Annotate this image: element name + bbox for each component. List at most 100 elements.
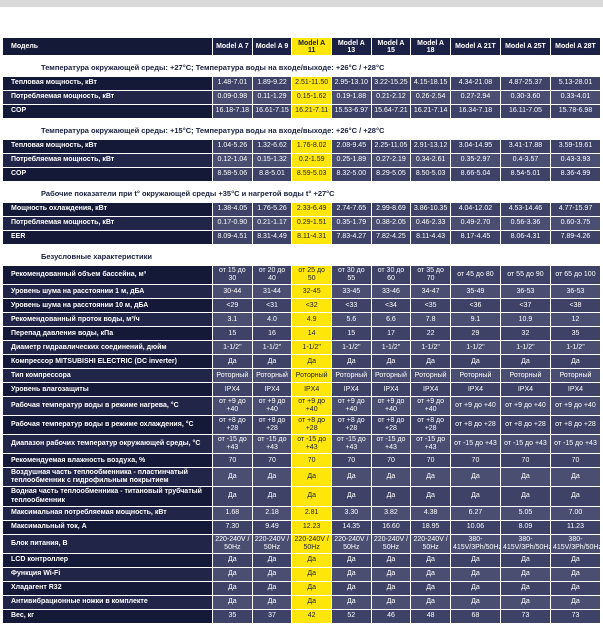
column-header: Model A 18 [411,38,450,55]
spec-value-cell: 22 [411,327,450,341]
spec-value-cell: IPX4 [252,383,292,397]
spec-value-cell: 6.27 [450,506,500,520]
column-header: Model A 7 [213,38,252,55]
spec-value-cell: 70 [411,454,450,468]
spec-value-cell: 0.4-3.57 [500,154,550,167]
spec-value-cell: Да [252,487,292,506]
spec-value-cell: Да [213,468,252,487]
spec-value-cell: 380-415V/3Ph/50Hz [450,534,500,553]
table-row: Рекомендованный проток воды, м³/ч 3.1 4.0 4… [3,313,600,327]
header-row: Модель Model A 7 Model A 9 Model A 11 Model … [3,38,600,55]
column-header: Model A 9 [252,38,292,55]
spec-value-cell-highlighted: Да [292,595,331,609]
spec-value-cell: Да [450,355,500,369]
table-row: Перепад давления воды, кПа 15 16 14 15 17 22 29… [3,327,600,341]
spec-value-cell: <38 [550,299,600,313]
spec-value-cell: <35 [411,299,450,313]
spec-value-cell: 4.0 [252,313,292,327]
table-row: Потребляемая мощность, кВт 0.17-0.90 0.21-… [3,217,600,230]
spec-value-cell: 16.61-7.15 [252,105,292,118]
row-label: Хладагент R32 [3,581,213,595]
spec-value-cell: 1.68 [213,506,252,520]
spec-value-cell: от -15 до +43 [331,435,371,454]
spec-value-cell: Да [213,355,252,369]
spec-value-cell: 16.21-7.14 [411,105,450,118]
spec-value-cell: Да [331,468,371,487]
spec-value-cell: 2.91-13.12 [411,140,450,153]
spec-value-cell: Да [450,468,500,487]
table-row: Рекомендуемая влажность воздуха, % 70 70 70… [3,454,600,468]
spec-value-cell-highlighted: 1.76-8.02 [292,140,331,153]
table-row: Функция Wi-Fi Да Да Да Да Да Да Да Да Да [3,567,600,581]
spec-value-cell: 35-49 [450,285,500,299]
spec-value-cell: Да [252,595,292,609]
spec-value-cell: Да [213,595,252,609]
spec-value-cell: 3.59-19.61 [550,140,600,153]
row-label: Рабочая температур воды в режиме охлажде… [3,416,213,435]
spec-value-cell-highlighted: 2.81 [292,506,331,520]
spec-value-cell: 8.54-5.01 [500,168,550,181]
spec-value-cell: 0.43-3.93 [550,154,600,167]
table-row: Максимальный ток, А 7.30 9.49 12.23 14.35 16.… [3,520,600,534]
table-body: Температура окружающей среды: +27°С; Тем… [3,56,600,623]
table-row: Рекомендованный объем бассейна, м³ от 15 … [3,266,600,285]
spec-value-cell: 8.31-4.49 [252,231,292,244]
spec-value-cell: 0.21-2.12 [371,91,411,104]
spec-value-cell: Да [213,553,252,567]
spec-value-cell: Да [331,595,371,609]
spec-value-cell: 0.27-2.19 [371,154,411,167]
spec-value-cell: от 55 до 90 [500,266,550,285]
spec-value-cell: Да [450,487,500,506]
spec-value-cell: <36 [450,299,500,313]
spec-value-cell: 2.74-7.65 [331,203,371,216]
spec-value-cell: от +9 до +40 [331,397,371,416]
spec-value-cell-highlighted: 8.59-5.03 [292,168,331,181]
spec-value-cell: Да [411,468,450,487]
spec-value-cell: 4.15-18.15 [411,77,450,90]
row-label: Рекомендуемая влажность воздуха, % [3,454,213,468]
spec-value-cell: от 65 до 100 [550,266,600,285]
spec-value-cell: 0.49-2.70 [450,217,500,230]
row-label: Потребляемая мощность, кВт [3,217,213,230]
spec-value-cell-highlighted: 220-240V / 50Hz [292,534,331,553]
spec-value-cell: 36-53 [500,285,550,299]
spec-value-cell: от +9 до +40 [500,397,550,416]
spec-value-cell-highlighted: от +8 до +28 [292,416,331,435]
spec-value-cell: 7.30 [213,520,252,534]
spec-value-cell: Да [252,468,292,487]
spec-value-cell: 1-1/2" [450,341,500,355]
row-label: Потребляемая мощность, кВт [3,91,213,104]
spec-value-cell: 8.66-5.04 [450,168,500,181]
spec-value-cell: от -15 до +43 [450,435,500,454]
spec-value-cell: 70 [252,454,292,468]
spec-value-cell-highlighted: 32-45 [292,285,331,299]
spec-value-cell-highlighted: IPX4 [292,383,331,397]
spec-value-cell: 8.8-5.01 [252,168,292,181]
row-label: Блок питания, В [3,534,213,553]
spec-value-cell: 46 [371,609,411,623]
section-title-row: Рабочие показатели при t° окружающей сре… [3,182,600,202]
spec-value-cell: 0.25-1.89 [331,154,371,167]
spec-value-cell: Роторный [550,369,600,383]
spec-value-cell: от 20 до 40 [252,266,292,285]
spec-value-cell: Да [450,567,500,581]
spec-value-cell: 1-1/2" [371,341,411,355]
spec-value-cell: 220-240V / 50Hz [252,534,292,553]
table-row: Компрессор MITSUBISHI ELECTRIC (DC inver… [3,355,600,369]
spec-value-cell: 18.95 [411,520,450,534]
table-row: Рабочая температур воды в режиме нагрева… [3,397,600,416]
section-title: Температура окружающей среды: +27°С; Тем… [3,56,600,76]
spec-value-cell: Да [411,487,450,506]
spec-value-cell: IPX4 [331,383,371,397]
spec-value-cell: 3.41-17.88 [500,140,550,153]
spec-value-cell: Да [252,553,292,567]
spec-value-cell: от -15 до +43 [213,435,252,454]
spec-value-cell-highlighted: 0.2-1.59 [292,154,331,167]
spec-value-cell: 7.00 [550,506,600,520]
spec-value-cell: от -15 до +43 [411,435,450,454]
spec-value-cell: 5.6 [331,313,371,327]
spec-value-cell: 48 [411,609,450,623]
spec-value-cell: Да [371,468,411,487]
row-label: Диаметр гидравлических соединений, дюйм [3,341,213,355]
spec-value-cell: Да [411,581,450,595]
